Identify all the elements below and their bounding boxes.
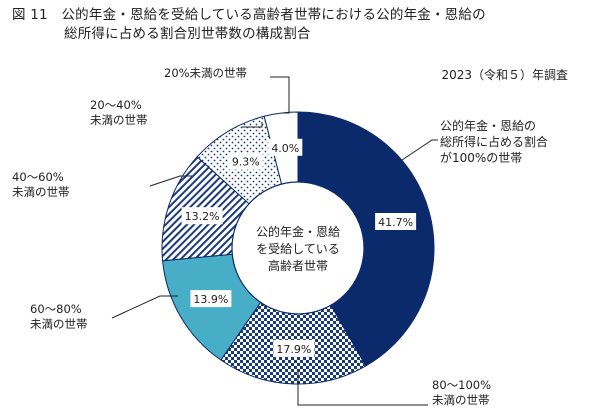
slice-label-60-80: 60〜80% 未満の世帯: [30, 302, 88, 332]
leader-60-80: [111, 295, 178, 319]
value-label-text: 41.7%: [378, 216, 413, 229]
value-label-text: 4.0%: [271, 142, 299, 155]
slice-label-20-40-line1: 20〜40%: [90, 98, 142, 112]
slice-label-20-40: 20〜40% 未満の世帯: [90, 98, 148, 128]
value-label-text: 13.2%: [185, 210, 220, 223]
chart-title-line2: 総所得に占める割合別世帯数の構成割合: [64, 26, 311, 42]
slice-label-100: 公的年金・恩給の 総所得に占める割合 が100%の世帯: [440, 118, 548, 166]
value-label-slice-40-60: 13.2%: [181, 207, 223, 225]
slice-label-lt20-line1: 20%未満の世帯: [164, 66, 248, 80]
chart-title: 図 11 公的年金・恩給を受給している高齢者世帯における公的年金・恩給の 総所得…: [12, 6, 582, 44]
chart-title-line1: 図 11 公的年金・恩給を受給している高齢者世帯における公的年金・恩給の: [12, 7, 486, 23]
value-label-slice-100pct: 41.7%: [375, 213, 417, 230]
value-label-text: 9.3%: [232, 156, 260, 169]
slice-label-100-line1: 公的年金・恩給の: [440, 119, 537, 133]
slice-label-80-100: 80〜100% 未満の世帯: [432, 378, 491, 408]
center-label-line2: を受給している: [256, 242, 340, 256]
value-label-bg: [273, 339, 315, 357]
slice-80-100: [220, 247, 367, 385]
value-label-bg: [375, 213, 417, 230]
leader-20-40: [242, 122, 263, 128]
value-label-slice-lt20: 4.0%: [268, 138, 303, 156]
slice-label-20-40-line2: 未満の世帯: [90, 113, 148, 127]
leader-100: [401, 139, 438, 161]
value-label-text: 13.9%: [193, 293, 228, 306]
slice-label-80-100-line2: 未満の世帯: [432, 393, 490, 407]
slice-label-40-60-line1: 40〜60%: [12, 170, 64, 184]
leader-40-60: [149, 175, 192, 187]
donut-hole: [231, 181, 365, 315]
value-label-bg: [228, 152, 263, 170]
slice-label-lt20: 20%未満の世帯: [164, 66, 247, 81]
leader-lt20: [270, 76, 290, 114]
survey-year-label: 2023（令和５）年調査: [441, 68, 568, 82]
value-label-slice-20-40: 9.3%: [228, 152, 263, 170]
slice-label-60-80-line1: 60〜80%: [30, 302, 82, 316]
value-label-bg: [190, 290, 232, 308]
slice-label-80-100-line1: 80〜100%: [432, 378, 492, 392]
center-label-line3: 高齢者世帯: [268, 258, 328, 273]
slice-label-40-60: 40〜60% 未満の世帯: [12, 170, 70, 200]
slice-label-100-line3: が100%の世帯: [440, 151, 523, 165]
slice-label-60-80-line2: 未満の世帯: [30, 317, 88, 331]
value-label-slice-80-100: 17.9%: [273, 339, 315, 357]
slice-label-100-line2: 総所得に占める割合: [440, 135, 549, 149]
value-label-text: 17.9%: [276, 343, 311, 356]
value-label-bg: [268, 138, 303, 156]
slice-label-40-60-line2: 未満の世帯: [12, 185, 70, 199]
center-label-line1: 公的年金・恩給: [256, 224, 340, 239]
leader-80-100: [297, 370, 428, 406]
value-label-slice-60-80: 13.9%: [190, 290, 232, 308]
value-label-bg: [181, 207, 223, 225]
